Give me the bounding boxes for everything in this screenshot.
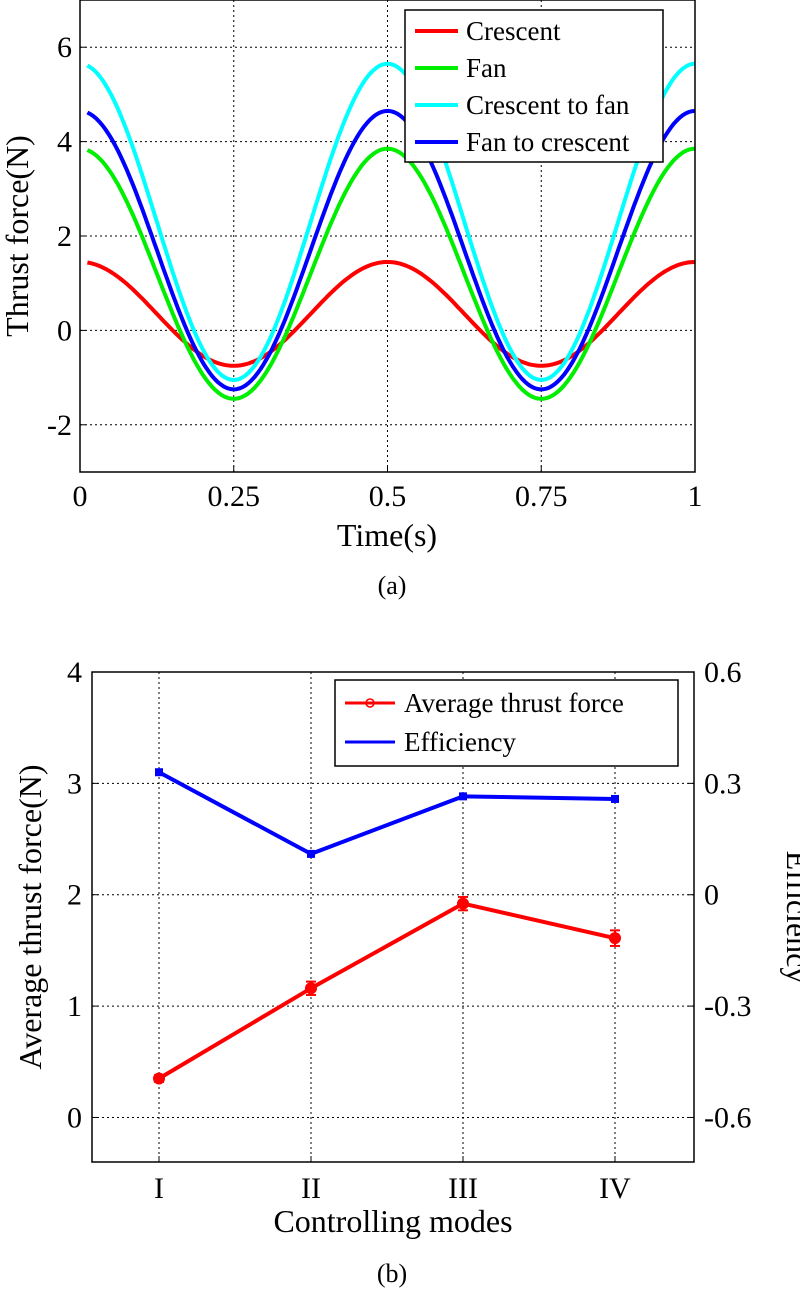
chart-b-frame xyxy=(91,671,695,1163)
chart-a-x-axis-label: Time(s) xyxy=(337,517,437,553)
chart-a-y-tick-label-4: 6 xyxy=(57,31,72,64)
chart-b-y2-tick-label-4: 0.6 xyxy=(704,656,742,689)
chart-b-series-line-efficiency xyxy=(158,770,616,856)
chart-b-y2-tick-label-3: 0.3 xyxy=(704,767,742,800)
chart-a-y-ticks: -2 0 2 4 6 xyxy=(47,31,86,442)
chart-b-y-axis-label: Average thrust force(N) xyxy=(12,764,48,1069)
chart-b-caption: (b) xyxy=(377,1259,407,1288)
chart-a-series-line-fan xyxy=(86,146,696,401)
legend-label-average-thrust: Average thrust force xyxy=(404,688,624,718)
chart-b-y2-tick-label-2: 0 xyxy=(704,879,719,912)
chart-b-y2-axis-label: Efficiency xyxy=(780,851,800,984)
chart-b-y-ticks: 0 1 2 3 4 xyxy=(67,656,98,1134)
chart-b-lines xyxy=(153,768,621,1085)
chart-b-point-efficiency-3 xyxy=(611,794,619,803)
chart-b-x-tick-label-iii: III xyxy=(448,1172,478,1205)
legend-marker-average-thrust xyxy=(365,698,375,708)
chart-a-x-tick-label-1: 0.25 xyxy=(208,480,261,513)
chart-a-series-line-fan-to-crescent xyxy=(86,108,696,392)
legend-label-crescent: Crescent xyxy=(466,16,561,46)
chart-a-legend: Crescent Fan Crescent to fan Fan to cres… xyxy=(404,9,664,163)
chart-b-point-efficiency-2 xyxy=(459,792,467,801)
chart-a-y-tick-label-1: 0 xyxy=(57,314,72,347)
chart-b-point-average-thrust-force-2 xyxy=(457,897,469,910)
chart-b-y-tick-label-1: 1 xyxy=(67,990,82,1023)
legend-label-efficiency: Efficiency xyxy=(404,727,516,757)
chart-b-point-average-thrust-force-1 xyxy=(305,982,317,995)
chart-b-series-line-average-thrust-force xyxy=(157,901,616,1081)
chart-a-grid xyxy=(80,0,695,472)
chart-b-legend-box xyxy=(334,679,679,767)
chart-b-x-tick-label-iv: IV xyxy=(599,1172,631,1205)
chart-b-y2-ticks: -0.6 -0.3 0 0.3 0.6 xyxy=(688,656,752,1134)
legend-label-crescent-to-fan: Crescent to fan xyxy=(466,90,630,120)
chart-a-x-tick-label-0: 0 xyxy=(73,480,88,513)
chart-b-y2-tick-label-0: -0.6 xyxy=(704,1101,752,1134)
chart-b-y2-tick-label-1: -0.3 xyxy=(704,990,752,1023)
chart-b-x-tick-label-i: I xyxy=(154,1172,164,1205)
chart-a-y-tick-label-2: 2 xyxy=(57,220,72,253)
chart-a-series-line-crescent-to-fan xyxy=(86,61,696,382)
chart-a-legend-box xyxy=(404,9,664,163)
legend-label-fan: Fan xyxy=(466,53,507,83)
chart-b-x-tick-label-ii: II xyxy=(301,1172,321,1205)
chart-a-y-tick-label-3: 4 xyxy=(57,126,72,159)
chart-a-x-tick-label-2: 0.5 xyxy=(369,480,407,513)
chart-b-y-tick-label-2: 2 xyxy=(67,879,82,912)
chart-a-x-ticks: 0 0.25 0.5 0.75 1 xyxy=(73,466,703,513)
chart-b-x-ticks: I II III IV xyxy=(154,1156,631,1205)
chart-b-y-tick-label-0: 0 xyxy=(67,1101,82,1134)
chart-b-y-tick-label-4: 4 xyxy=(67,656,82,689)
chart-b-legend: Average thrust force Efficiency xyxy=(334,679,679,767)
chart-b-y-tick-label-3: 3 xyxy=(67,767,82,800)
chart-a-x-tick-label-4: 1 xyxy=(688,480,703,513)
chart-a-y-tick-label-0: -2 xyxy=(47,409,72,442)
chart-a: 0 0.25 0.5 0.75 1 -2 0 2 4 6 Time(s) Thrust forc… xyxy=(0,0,703,600)
chart-b-point-efficiency-0 xyxy=(155,768,163,777)
chart-a-x-tick-label-3: 0.75 xyxy=(515,480,568,513)
chart-a-lines xyxy=(86,61,696,401)
chart-a-y-axis-label: Thrust force(N) xyxy=(0,135,35,337)
legend-label-fan-to-crescent: Fan to crescent xyxy=(466,127,630,157)
chart-b-x-axis-label: Controlling modes xyxy=(273,1203,512,1239)
chart-b-point-efficiency-1 xyxy=(307,849,315,858)
chart-b-point-average-thrust-force-0 xyxy=(153,1072,165,1085)
chart-b-point-average-thrust-force-3 xyxy=(609,932,621,945)
chart-a-caption: (a) xyxy=(378,571,407,600)
